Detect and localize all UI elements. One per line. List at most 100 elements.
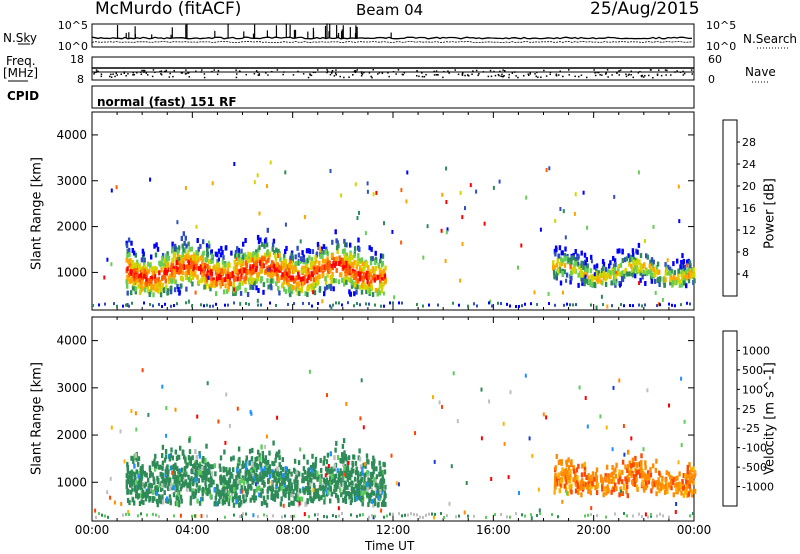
echo-cell [445,166,448,171]
echo-cell [178,480,181,486]
freq-left-tick: 8 [77,73,84,86]
echo-cell [206,514,208,518]
nave-dot [652,77,654,79]
echo-cell [284,259,287,264]
echo-cell [190,263,193,269]
echo-cell [577,463,580,469]
velocity-colorbar-label: -100 [742,442,767,455]
echo-cell [131,260,134,265]
echo-cell [145,277,148,283]
echo-cell [196,466,199,472]
echo-cell [165,270,168,276]
echo-cell [383,221,385,226]
echo-cell [130,277,133,283]
echo-cell [133,266,137,272]
echo-cell [352,268,355,274]
echo-cell [330,279,333,285]
echo-cell [188,437,191,443]
echo-cell [213,264,216,270]
echo-cell [313,466,316,472]
echo-cell [316,476,319,482]
echo-cell [257,271,261,277]
echo-cell [330,306,333,311]
echo-cell [378,290,381,296]
echo-cell [204,262,207,268]
echo-cell [146,493,149,499]
echo-cell [205,243,209,249]
nave-dot [549,73,551,75]
echo-cell [361,470,364,476]
echo-cell [450,464,453,469]
echo-cell [446,514,448,518]
echo-cell [343,255,347,261]
echo-cell [234,494,237,500]
echo-cell [656,304,658,308]
echo-cell [154,278,157,284]
echo-cell [375,493,378,499]
echo-cell [128,262,131,268]
echo-cell [329,451,332,457]
echo-cell [380,478,383,484]
echo-cell [355,264,359,270]
nave-dot [132,71,134,74]
nave-dot [120,73,122,75]
echo-cell [209,479,213,485]
echo-cell [587,275,590,281]
nave-dot [100,73,103,75]
echo-cell [256,298,259,303]
echo-cell [330,253,334,259]
echo-cell [180,276,184,282]
echo-cell [246,477,249,483]
echo-cell [669,474,672,480]
echo-cell [201,466,204,471]
echo-cell [271,242,275,248]
echo-cell [240,262,243,268]
echo-cell [651,478,655,484]
echo-cell [327,262,330,268]
echo-cell [248,472,251,478]
echo-cell [682,258,685,264]
echo-cell [226,274,230,279]
echo-cell [168,494,172,500]
echo-cell [289,255,292,261]
echo-cell [162,263,165,269]
echo-cell [261,450,264,456]
echo-cell [563,483,566,489]
echo-cell [215,271,218,277]
echo-cell [485,515,487,519]
echo-cell [286,278,289,284]
echo-cell [216,501,219,507]
echo-cell [680,490,683,496]
echo-cell [341,248,345,254]
echo-cell [178,290,181,296]
echo-cell [433,459,436,464]
echo-cell [196,414,199,419]
echo-cell [372,461,375,466]
echo-cell [205,476,208,481]
echo-cell [312,488,315,493]
echo-cell [307,267,310,273]
echo-cell [242,261,245,266]
echo-cell [250,411,253,416]
echo-cell [283,253,286,259]
echo-cell [565,491,568,496]
echo-cell [312,260,315,266]
echo-cell [350,486,353,492]
echo-cell [172,274,175,280]
echo-cell [273,477,276,483]
echo-cell [266,250,269,256]
echo-cell [675,487,678,493]
echo-cell [139,272,143,278]
echo-cell [564,235,567,240]
echo-cell [147,261,150,267]
echo-cell [382,498,386,504]
echo-cell [173,246,177,252]
nave-dot [187,72,189,74]
nave-dot [165,69,168,72]
echo-cell [182,247,185,253]
echo-cell [559,256,563,262]
echo-cell [329,498,332,504]
nave-dot [343,76,345,79]
echo-cell [595,490,599,496]
echo-cell [628,460,631,466]
